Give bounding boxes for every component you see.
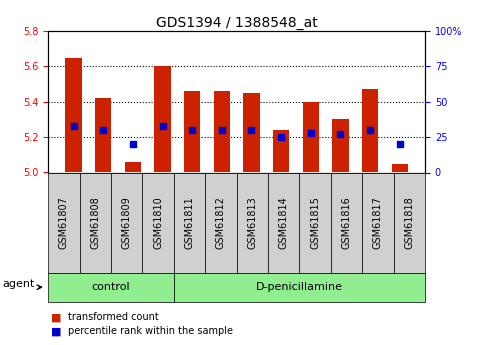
Text: GSM61809: GSM61809 — [122, 196, 132, 249]
Text: GSM61813: GSM61813 — [247, 196, 257, 249]
Text: GSM61810: GSM61810 — [153, 196, 163, 249]
Bar — [243, 93, 260, 172]
Point — [159, 123, 167, 129]
Bar — [273, 130, 289, 172]
Point — [277, 134, 285, 140]
Bar — [303, 102, 319, 172]
Title: GDS1394 / 1388548_at: GDS1394 / 1388548_at — [156, 16, 317, 30]
Bar — [362, 89, 378, 172]
Bar — [392, 164, 408, 172]
Text: GSM61816: GSM61816 — [341, 196, 352, 249]
Text: control: control — [92, 282, 130, 292]
Point — [70, 123, 77, 129]
Text: transformed count: transformed count — [68, 313, 158, 322]
Point — [99, 127, 107, 133]
Text: GSM61812: GSM61812 — [216, 196, 226, 249]
Bar — [184, 91, 200, 172]
Point — [396, 141, 404, 147]
Text: ■: ■ — [51, 326, 61, 336]
Text: GSM61818: GSM61818 — [404, 196, 414, 249]
Text: D-penicillamine: D-penicillamine — [256, 282, 343, 292]
Bar — [65, 58, 82, 172]
Bar — [332, 119, 349, 172]
Point — [307, 130, 314, 136]
Text: GSM61811: GSM61811 — [185, 196, 195, 249]
Text: GSM61807: GSM61807 — [59, 196, 69, 249]
Point — [218, 127, 226, 133]
Point — [337, 131, 344, 137]
Bar — [125, 162, 141, 172]
Text: GSM61808: GSM61808 — [90, 196, 100, 249]
Text: percentile rank within the sample: percentile rank within the sample — [68, 326, 233, 336]
Bar — [213, 91, 230, 172]
Text: agent: agent — [2, 279, 35, 289]
Text: ■: ■ — [51, 313, 61, 322]
Point — [248, 127, 256, 133]
Text: GSM61814: GSM61814 — [279, 196, 289, 249]
Bar — [155, 66, 170, 172]
Text: GSM61817: GSM61817 — [373, 196, 383, 249]
Bar — [95, 98, 112, 172]
Point — [129, 141, 137, 147]
Point — [366, 127, 374, 133]
Point — [188, 127, 196, 133]
Text: GSM61815: GSM61815 — [310, 196, 320, 249]
